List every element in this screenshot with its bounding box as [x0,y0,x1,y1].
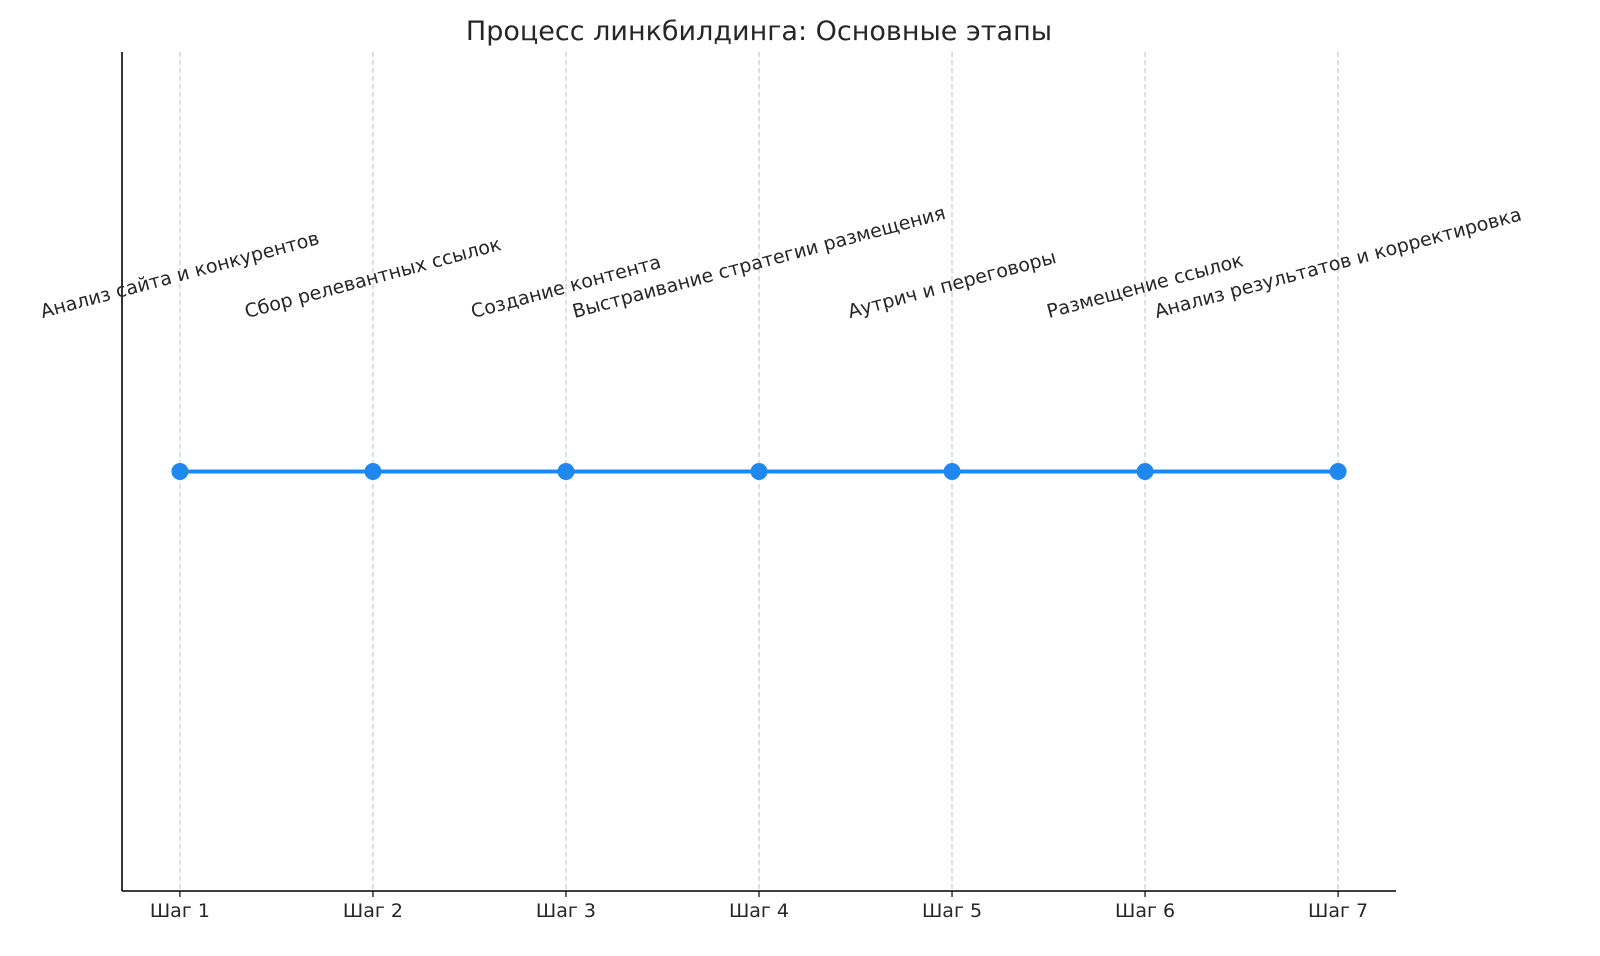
data-point [557,463,575,480]
x-tick-label: Шаг 2 [343,900,403,922]
x-tick-label: Шаг 1 [150,900,210,922]
x-ticks: Шаг 1 Шаг 2 Шаг 3 Шаг 4 Шаг 5 Шаг 6 Шаг 7 [150,891,1368,922]
series-line [171,463,1347,480]
data-point [750,463,768,480]
data-point [364,463,382,480]
data-point [1136,463,1154,480]
x-tick-label: Шаг 3 [536,900,596,922]
data-point [1329,463,1347,480]
x-tick-label: Шаг 4 [729,900,789,922]
x-tick-label: Шаг 7 [1308,900,1368,922]
data-point [943,463,961,480]
chart-title: Процесс линкбилдинга: Основные этапы [466,16,1052,47]
x-tick-label: Шаг 6 [1115,900,1175,922]
x-tick-label: Шаг 5 [922,900,982,922]
data-point [171,463,189,480]
